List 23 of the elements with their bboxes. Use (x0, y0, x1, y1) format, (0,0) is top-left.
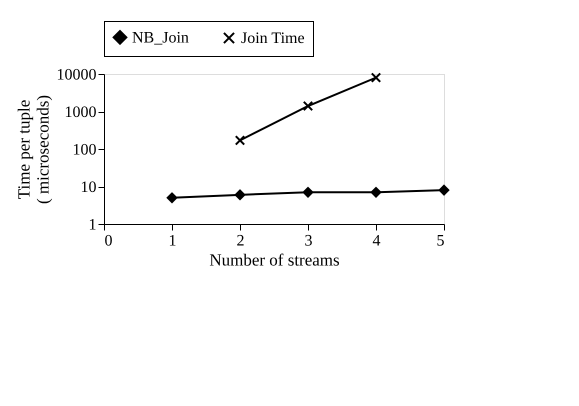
point (302, 186, 314, 198)
point (234, 189, 246, 201)
y-axis-title: Time per tuple ( microseconds) (14, 94, 52, 204)
y-tick-label: 100 (72, 142, 96, 158)
point (370, 186, 382, 198)
point (234, 135, 246, 146)
point (370, 72, 382, 83)
y-tick-label: 10 (80, 179, 96, 196)
point (302, 100, 314, 112)
x-tick-label: 2 (236, 232, 244, 250)
x-axis-title: Number of streams (209, 250, 340, 270)
y-tick-label: 10000 (56, 66, 96, 84)
y-tick-label: 1000 (64, 104, 96, 121)
x-tick-label: 0 (104, 232, 112, 250)
legend-label: NB_Join (132, 29, 189, 46)
x-tick-label: 1 (168, 232, 176, 250)
point (166, 192, 178, 204)
y-tick-label: 1 (88, 216, 96, 234)
x-tick-label: 5 (436, 232, 444, 250)
x-tick-label: 3 (304, 232, 312, 250)
x-tick-label: 4 (372, 232, 380, 250)
point (438, 184, 450, 196)
legend-label: Join Time (241, 30, 305, 47)
